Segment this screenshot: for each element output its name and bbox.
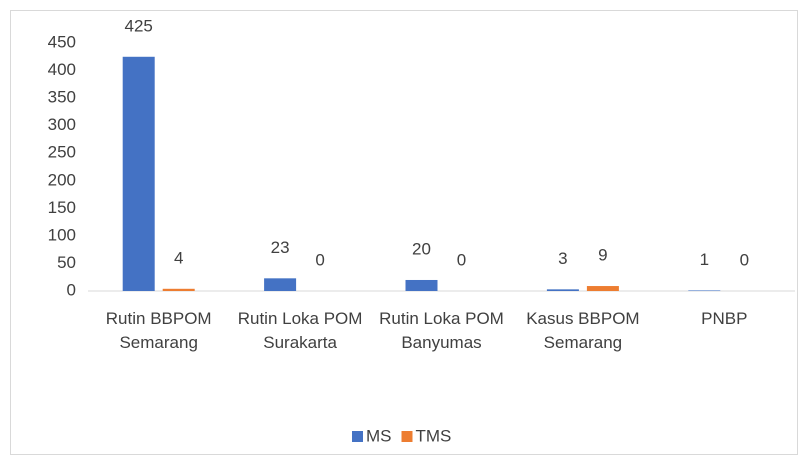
value-label: 4 (174, 248, 183, 267)
y-tick-label: 150 (48, 198, 76, 217)
x-tick-label: PNBP (701, 309, 748, 328)
value-label: 0 (457, 250, 466, 269)
x-tick-label: Rutin Loka POM Banyumas (379, 309, 504, 352)
x-tick-label: Rutin BBPOM Semarang (105, 309, 212, 352)
bar (546, 289, 579, 291)
y-tick-label: 300 (48, 115, 76, 134)
y-tick-label: 50 (57, 253, 76, 272)
y-tick-label: 100 (48, 225, 76, 244)
value-label: 0 (740, 250, 749, 269)
bar (162, 288, 195, 291)
legend-label: MS (366, 426, 392, 445)
y-tick-label: 0 (67, 280, 76, 299)
y-tick-label: 400 (48, 60, 76, 79)
value-label: 3 (558, 249, 567, 268)
y-tick-label: 450 (48, 32, 76, 51)
value-label: 20 (412, 239, 431, 258)
bar (586, 286, 619, 291)
bar (405, 279, 438, 291)
bar (688, 290, 721, 291)
bar (122, 56, 155, 292)
x-tick-label: Rutin Loka POM Surakarta (237, 309, 363, 352)
y-tick-label: 200 (48, 170, 76, 189)
legend-label: TMS (416, 426, 452, 445)
value-label: 9 (598, 246, 607, 265)
value-label: 1 (700, 250, 709, 269)
value-label: 425 (125, 16, 153, 35)
y-tick-label: 250 (48, 143, 76, 162)
y-tick-label: 350 (48, 88, 76, 107)
legend-swatch (401, 431, 413, 442)
bar (264, 278, 297, 291)
value-label: 0 (315, 250, 324, 269)
legend-swatch (352, 431, 363, 442)
x-tick-label: Kasus BBPOM Semarang (526, 309, 640, 352)
value-label: 23 (271, 238, 290, 257)
